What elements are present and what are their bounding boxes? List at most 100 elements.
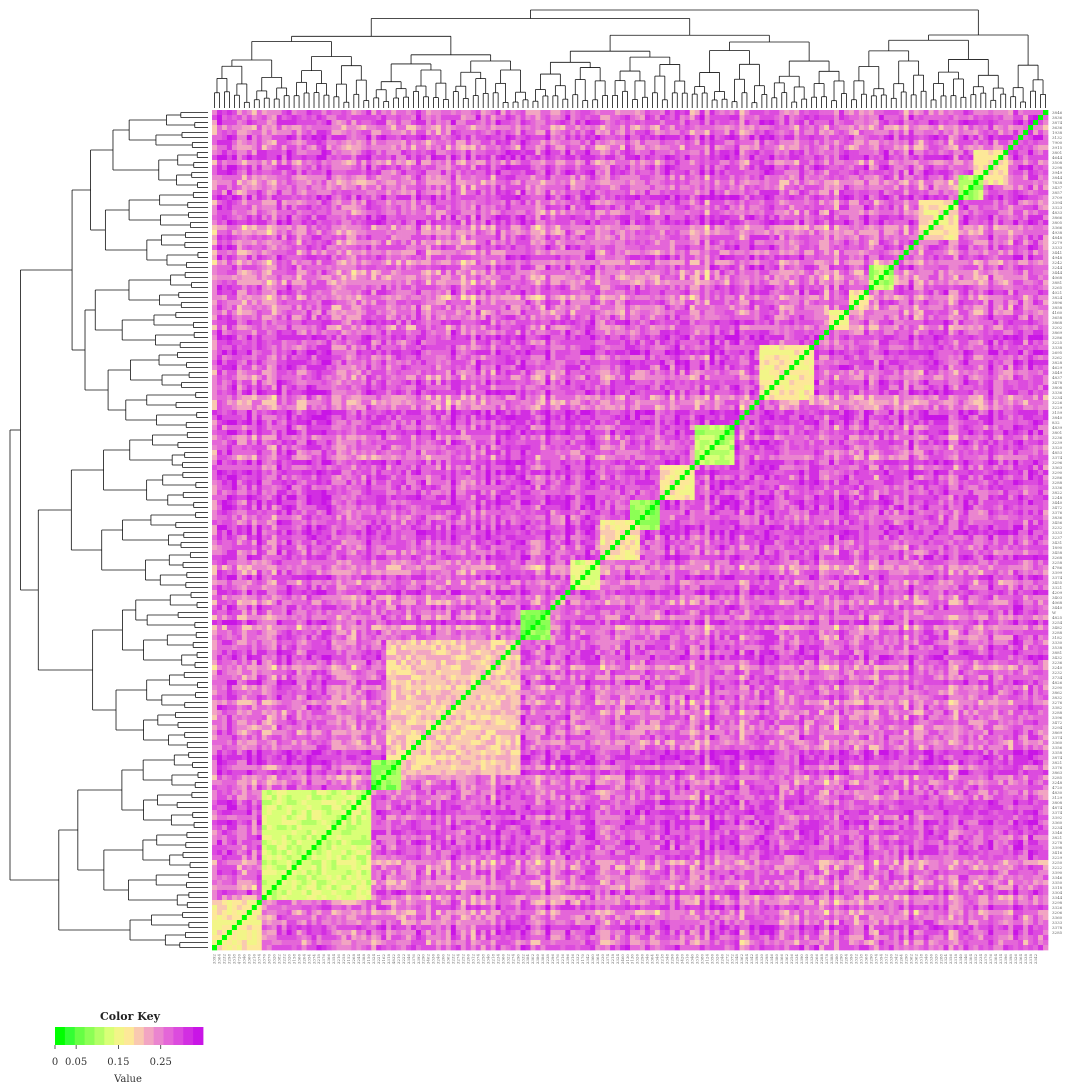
heatmap-cell <box>371 225 376 230</box>
heatmap-cell <box>650 145 655 150</box>
heatmap-cell <box>555 130 560 135</box>
heatmap-cell <box>590 220 595 225</box>
heatmap-cell <box>376 160 381 165</box>
heatmap-cell <box>739 220 744 225</box>
heatmap-cell <box>312 215 317 220</box>
heatmap-cell <box>580 190 585 195</box>
heatmap-cell <box>496 145 501 150</box>
heatmap-cell <box>849 130 854 135</box>
heatmap-cell <box>351 135 356 140</box>
heatmap-cell <box>1023 180 1028 185</box>
heatmap-cell <box>212 220 217 225</box>
heatmap-cell <box>361 215 366 220</box>
heatmap-cell <box>630 180 635 185</box>
heatmap-cell <box>953 205 958 210</box>
heatmap-cell <box>635 205 640 210</box>
heatmap-cell <box>730 165 735 170</box>
heatmap-cell <box>680 175 685 180</box>
heatmap-cell <box>620 115 625 120</box>
heatmap-cell <box>326 125 331 130</box>
heatmap-cell <box>491 155 496 160</box>
heatmap-cell <box>1013 115 1018 120</box>
heatmap-cell <box>491 130 496 135</box>
heatmap-cell <box>431 130 436 135</box>
heatmap-cell <box>262 130 267 135</box>
heatmap-cell <box>441 155 446 160</box>
heatmap-cell <box>287 155 292 160</box>
heatmap-cell <box>237 130 242 135</box>
heatmap-cell <box>645 140 650 145</box>
heatmap-cell <box>939 215 944 220</box>
heatmap-cell <box>610 110 615 115</box>
heatmap-cell <box>312 155 317 160</box>
heatmap-cell <box>257 185 262 190</box>
heatmap-cell <box>590 200 595 205</box>
heatmap-cell <box>844 125 849 130</box>
heatmap-cell <box>839 190 844 195</box>
heatmap-cell <box>471 205 476 210</box>
heatmap-cell <box>739 175 744 180</box>
heatmap-cell <box>317 115 322 120</box>
heatmap-cell <box>595 175 600 180</box>
heatmap-cell <box>481 135 486 140</box>
heatmap-cell <box>461 150 466 155</box>
heatmap-cell <box>998 210 1003 215</box>
heatmap-cell <box>968 170 973 175</box>
heatmap-cell <box>620 145 625 150</box>
heatmap-cell <box>1008 130 1013 135</box>
heatmap-cell <box>655 200 660 205</box>
heatmap-cell <box>431 170 436 175</box>
heatmap-cell <box>516 125 521 130</box>
heatmap-cell <box>998 200 1003 205</box>
heatmap-cell <box>784 180 789 185</box>
heatmap-cell <box>934 185 939 190</box>
heatmap-cell <box>939 150 944 155</box>
heatmap-cell <box>774 200 779 205</box>
heatmap-cell <box>391 125 396 130</box>
heatmap-cell <box>849 165 854 170</box>
heatmap-cell <box>620 150 625 155</box>
heatmap-cell <box>700 145 705 150</box>
heatmap-cell <box>799 125 804 130</box>
heatmap-cell <box>555 190 560 195</box>
heatmap-cell <box>456 200 461 205</box>
heatmap-cell <box>212 135 217 140</box>
heatmap-cell <box>710 155 715 160</box>
heatmap-cell <box>655 115 660 120</box>
heatmap-cell <box>431 205 436 210</box>
heatmap-cell <box>789 170 794 175</box>
heatmap-cell <box>784 150 789 155</box>
heatmap-cell <box>824 160 829 165</box>
heatmap-cell <box>535 150 540 155</box>
heatmap-cell <box>854 125 859 130</box>
heatmap-cell <box>496 215 501 220</box>
heatmap-cell <box>1033 165 1038 170</box>
heatmap-cell <box>904 140 909 145</box>
heatmap-cell <box>1013 140 1018 145</box>
heatmap-cell <box>1008 170 1013 175</box>
heatmap-cell <box>446 185 451 190</box>
heatmap-cell <box>685 120 690 125</box>
heatmap-cell <box>849 180 854 185</box>
heatmap-cell <box>232 150 237 155</box>
heatmap-cell <box>953 200 958 205</box>
heatmap-cell <box>934 210 939 215</box>
heatmap-cell <box>1003 220 1008 225</box>
heatmap-cell <box>540 120 545 125</box>
heatmap-cell <box>998 205 1003 210</box>
heatmap-cell <box>958 170 963 175</box>
heatmap-cell <box>1003 160 1008 165</box>
heatmap-cell <box>605 130 610 135</box>
heatmap-cell <box>819 160 824 165</box>
heatmap-cell <box>421 225 426 230</box>
heatmap-cell <box>779 135 784 140</box>
heatmap-cell <box>302 115 307 120</box>
heatmap-cell <box>411 115 416 120</box>
heatmap-cell <box>939 135 944 140</box>
heatmap-cell <box>779 120 784 125</box>
heatmap-cell <box>282 115 287 120</box>
heatmap-cell <box>894 145 899 150</box>
heatmap-cell <box>317 195 322 200</box>
heatmap-cell <box>595 185 600 190</box>
heatmap-cell <box>700 130 705 135</box>
